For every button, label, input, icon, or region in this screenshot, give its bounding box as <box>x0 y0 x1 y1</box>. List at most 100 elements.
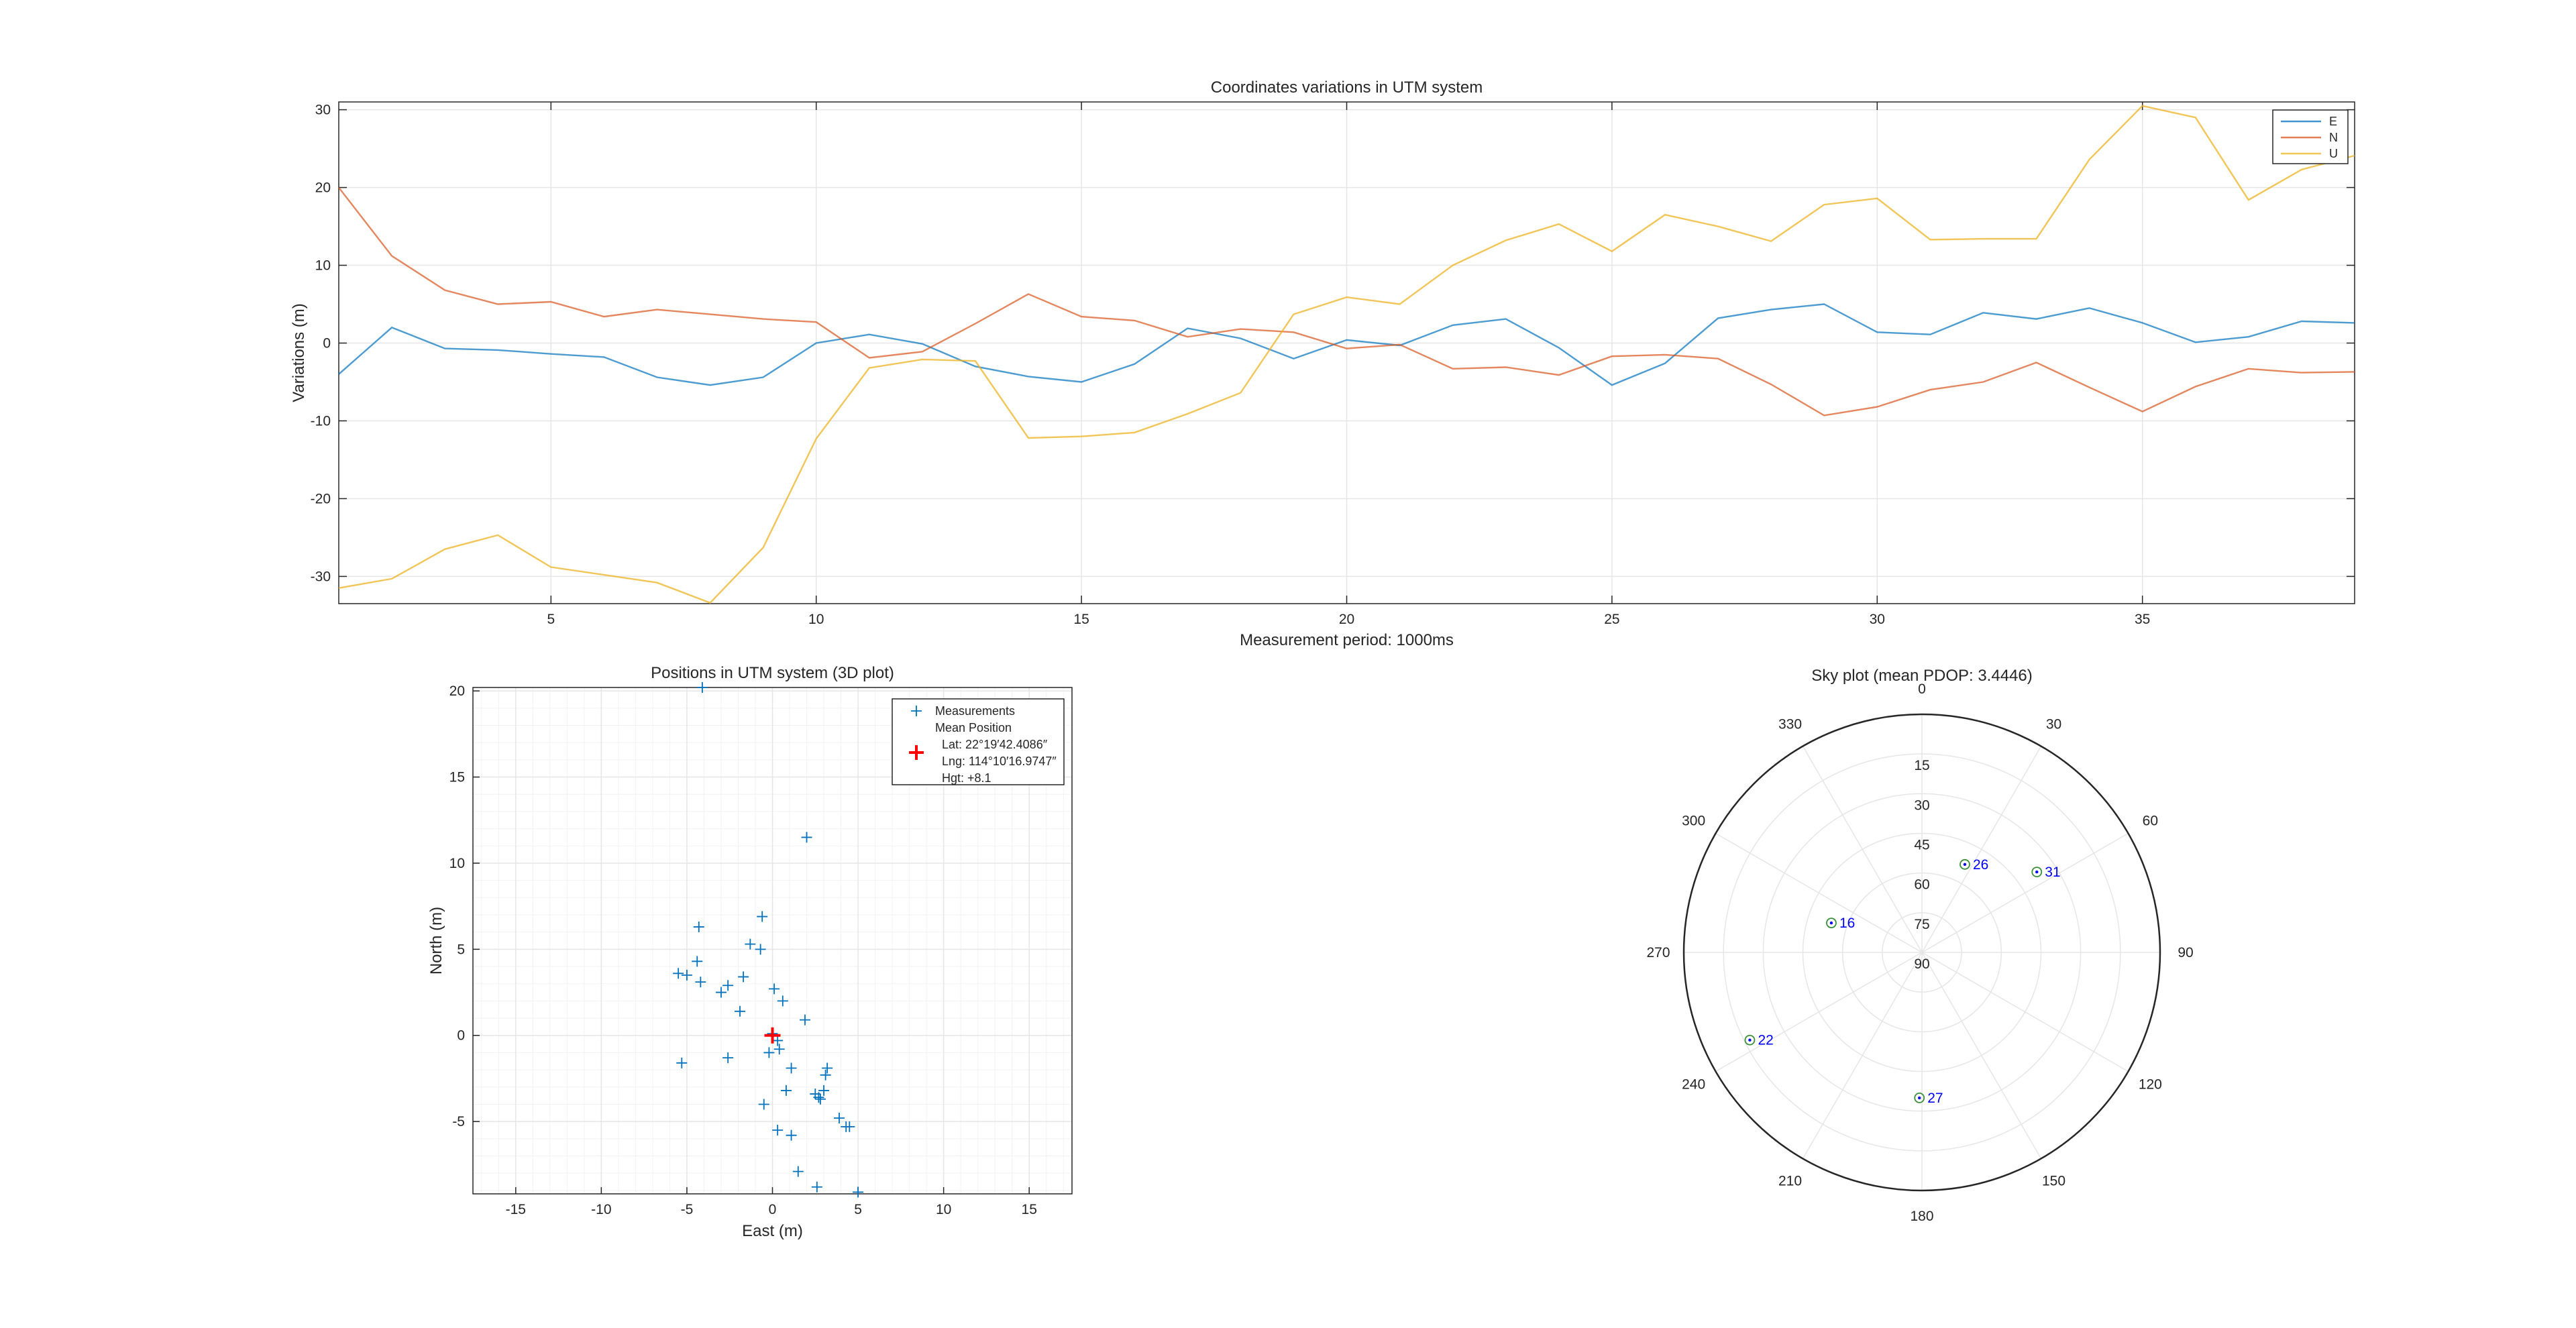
measurement-point <box>773 1044 785 1055</box>
measurement-point <box>755 944 766 955</box>
mean-position-point <box>764 1027 781 1044</box>
satellite-prn-label: 31 <box>2045 865 2060 880</box>
measurement-point <box>811 1181 822 1193</box>
y-tick-label: 0 <box>457 1028 465 1044</box>
azimuth-tick-label: 60 <box>2143 814 2158 829</box>
x-tick-label: 25 <box>1604 612 1619 627</box>
x-tick-label: 0 <box>769 1202 777 1217</box>
series-line-n <box>338 186 2355 417</box>
x-tick-label: 15 <box>1073 612 1089 627</box>
x-tick-label: 5 <box>547 612 555 627</box>
satellite-marker <box>1960 859 1970 870</box>
elevation-tick-label: 45 <box>1914 838 1929 853</box>
azimuth-spoke <box>1921 952 2042 1159</box>
legend-box <box>892 698 1065 785</box>
satellite-dot <box>1829 921 1833 925</box>
x-axis-label: East (m) <box>742 1222 803 1240</box>
azimuth-tick-label: 120 <box>2139 1077 2162 1093</box>
azimuth-spoke <box>1715 832 1923 953</box>
y-tick-label: -30 <box>311 569 331 584</box>
measurement-point <box>777 995 788 1007</box>
measurement-point <box>715 987 727 998</box>
azimuth-tick-label: 240 <box>1682 1077 1705 1093</box>
measurement-point <box>820 1069 831 1081</box>
y-tick-label: 5 <box>457 942 465 957</box>
sky-plot: 0 30 60 90 120 150 180 210 240 270 300 330 15 30 45 60 7… <box>1646 667 2193 1224</box>
x-tick-label: 35 <box>2135 612 2150 627</box>
y-tick-label: -10 <box>311 413 331 429</box>
azimuth-tick-label: 0 <box>1918 681 1926 697</box>
measurement-point <box>745 938 756 950</box>
azimuth-spoke <box>1921 746 2042 953</box>
x-tick-label: 30 <box>1870 612 1885 627</box>
y-tick-label: -20 <box>311 491 331 506</box>
legend-text-2: Lat: 22°19′42.4086″ <box>942 738 1048 751</box>
variations-chart: 5 10 15 20 25 30 35 -30 -20 -10 0 10 20 30 Coordinates… <box>290 78 2355 649</box>
legend-text-0: Measurements <box>935 704 1015 718</box>
y-tick-label: 30 <box>315 103 331 118</box>
azimuth-tick-label: 180 <box>1910 1209 1933 1224</box>
azimuth-tick-label: 30 <box>2046 717 2061 732</box>
satellite-marker <box>2031 867 2043 877</box>
measurement-point <box>763 1047 775 1058</box>
measurement-point <box>722 1052 734 1064</box>
elevation-tick-label: 75 <box>1914 917 1929 932</box>
satellite-dot <box>1963 863 1967 867</box>
elevation-tick-label: 15 <box>1914 758 1929 773</box>
measurement-point <box>801 832 812 843</box>
chart-title: Sky plot (mean PDOP: 3.4446) <box>1811 667 2032 685</box>
legend-label-u: U <box>2329 147 2338 160</box>
measurement-point <box>676 1057 688 1068</box>
satellite-marker <box>1744 1034 1756 1046</box>
y-tick-label: -5 <box>452 1114 465 1129</box>
azimuth-spoke <box>1802 746 1923 953</box>
legend-mean-marker <box>909 745 924 760</box>
measurement-point <box>813 1092 824 1103</box>
measurement-point <box>834 1113 845 1124</box>
y-tick-label: 15 <box>449 770 465 785</box>
elevation-tick-label: 60 <box>1914 877 1929 893</box>
measurement-point <box>786 1062 797 1074</box>
satellite-prn-label: 26 <box>1973 857 1988 873</box>
measurement-point <box>738 971 749 983</box>
measurement-point <box>792 1166 804 1177</box>
y-tick-label: 20 <box>315 180 331 196</box>
measurement-point <box>758 1099 769 1110</box>
outer-ring <box>1682 713 2161 1192</box>
satellite-dot <box>1748 1038 1752 1042</box>
measurement-point <box>853 1186 864 1198</box>
y-tick-label: 20 <box>449 683 465 699</box>
measurement-point <box>818 1085 830 1096</box>
measurement-point <box>814 1093 826 1105</box>
satellite-dot <box>2035 870 2039 874</box>
chart-title: Coordinates variations in UTM system <box>1211 78 1483 97</box>
series-line-e <box>338 303 2355 386</box>
x-tick-label: -10 <box>591 1202 611 1217</box>
measurement-point <box>772 1124 784 1136</box>
x-tick-label: 20 <box>1339 612 1354 627</box>
measurement-point <box>780 1085 792 1096</box>
satellite-marker <box>1826 918 1837 929</box>
elevation-tick-label: 30 <box>1914 797 1929 813</box>
y-tick-label: 10 <box>315 258 331 274</box>
y-tick-label: 10 <box>449 856 465 871</box>
x-tick-label: -15 <box>506 1202 526 1217</box>
azimuth-tick-label: 210 <box>1778 1173 1802 1188</box>
measurement-point <box>695 977 706 988</box>
legend-label-e: E <box>2329 115 2337 128</box>
chart-title: Positions in UTM system (3D plot) <box>651 664 894 682</box>
positions-chart: -15 -10 -5 0 5 10 15 -5 0 5 10 15 20 Positions in UTM… <box>427 664 1073 1240</box>
measurement-point <box>692 956 703 967</box>
measurement-point <box>786 1129 797 1141</box>
y-axis-label: North (m) <box>427 907 445 975</box>
x-tick-label: 10 <box>808 612 824 627</box>
x-tick-label: 10 <box>936 1202 951 1217</box>
legend-text-3: Lng: 114°10′16.9747″ <box>942 755 1057 768</box>
azimuth-spoke <box>1921 832 2129 953</box>
satellite-marker <box>1914 1093 1925 1103</box>
measurement-point <box>844 1121 855 1132</box>
azimuth-tick-label: 270 <box>1646 945 1670 960</box>
measurement-point <box>769 983 780 995</box>
measurement-point <box>757 911 768 922</box>
